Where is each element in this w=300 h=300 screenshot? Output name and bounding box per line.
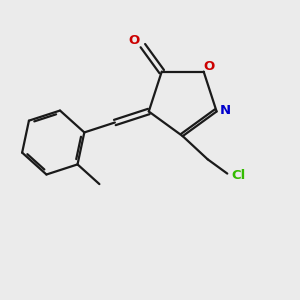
Text: N: N <box>220 104 231 117</box>
Text: Cl: Cl <box>231 169 245 182</box>
Text: O: O <box>128 34 140 47</box>
Text: O: O <box>203 60 214 73</box>
